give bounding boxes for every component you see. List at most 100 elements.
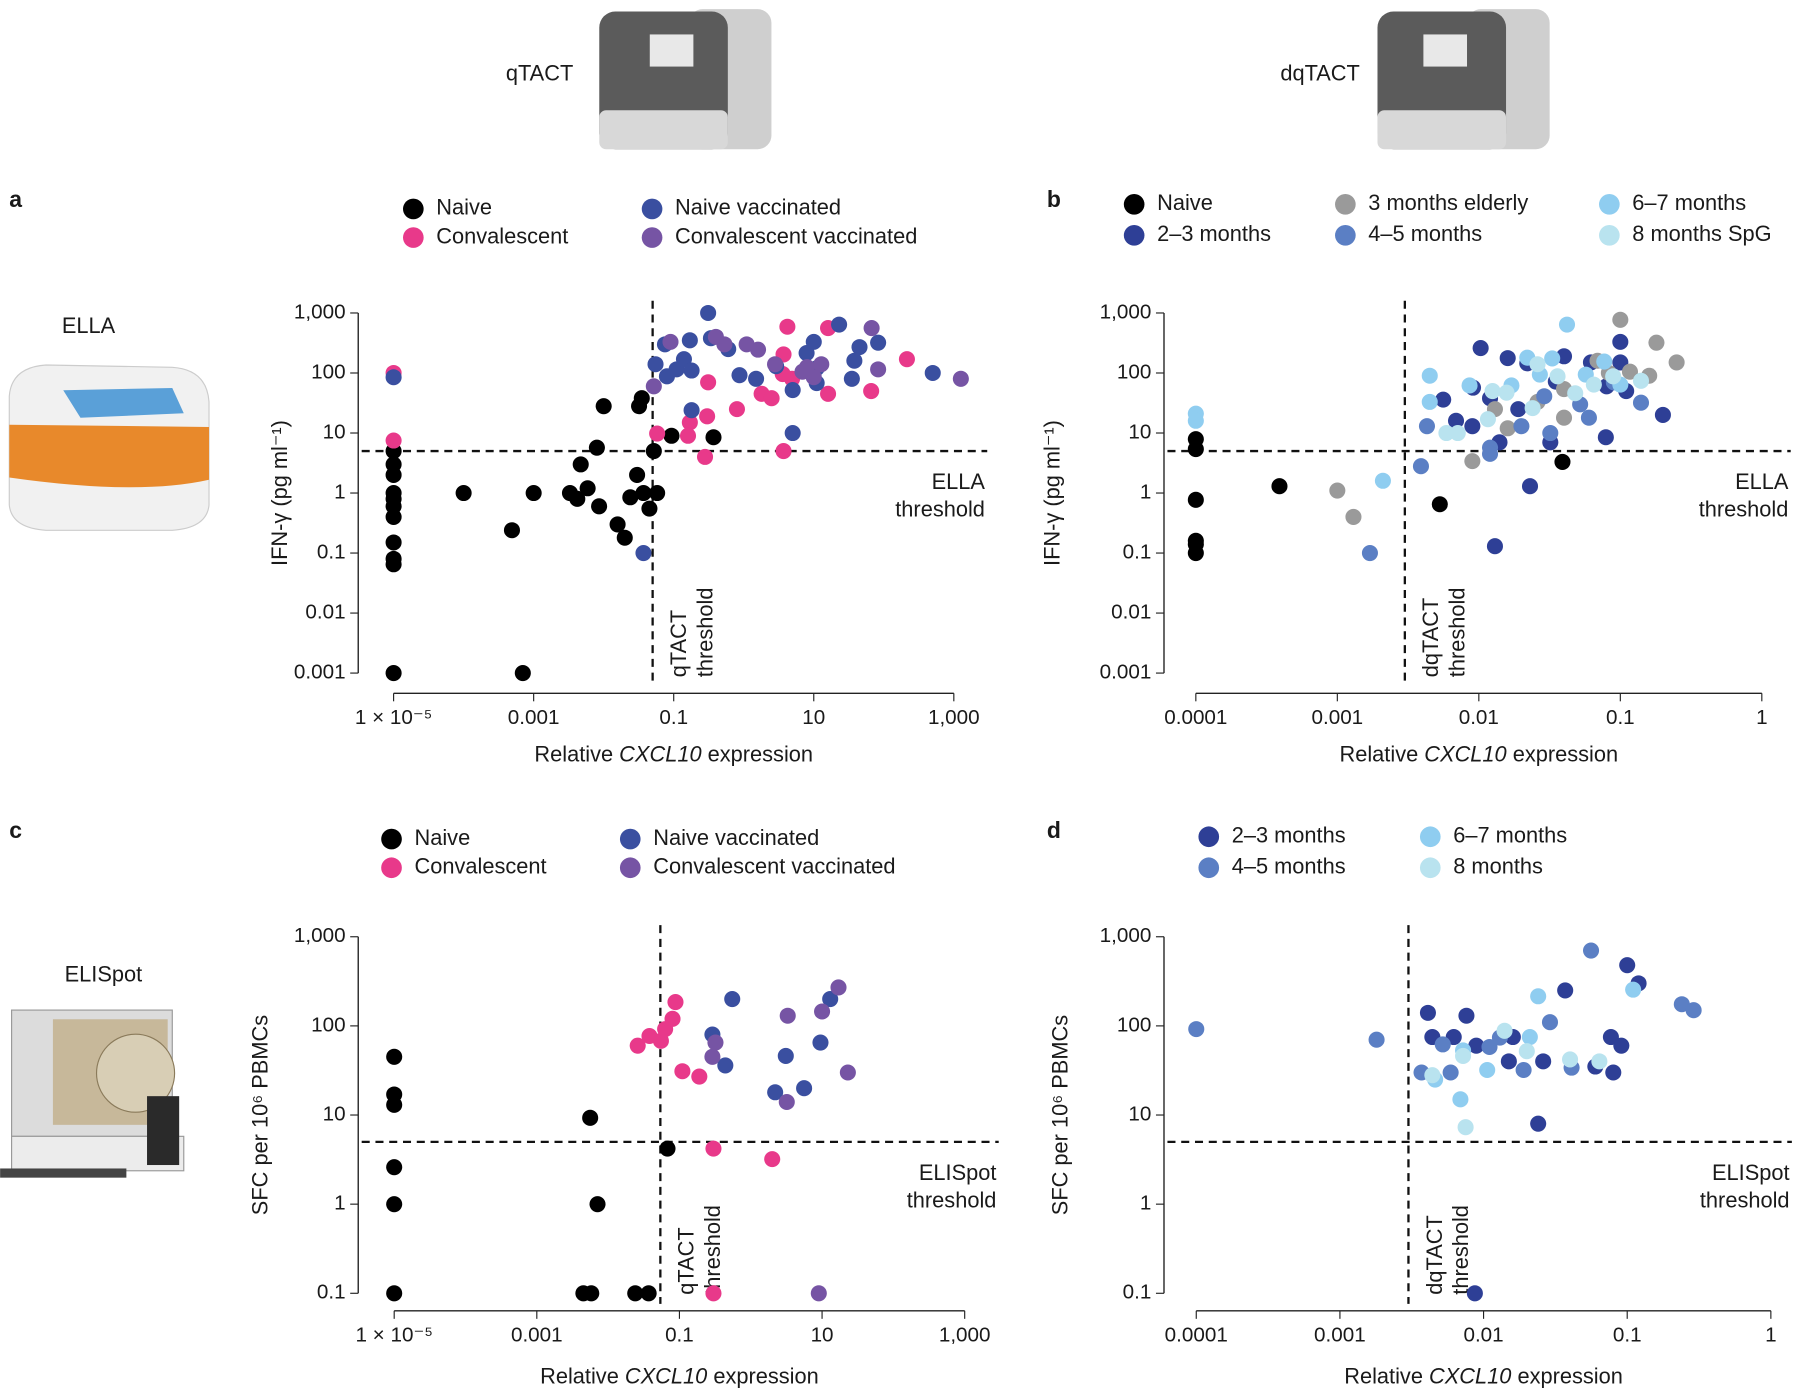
threshold-label: ELLA [932,469,986,494]
point [1412,458,1429,475]
threshold-label: ELISpot [1712,1160,1790,1185]
x-axis-label-part: CXCL10 [1429,1363,1511,1388]
point [1521,1028,1538,1046]
point [700,374,717,391]
point [1496,1022,1513,1039]
x-axis-label-part: expression [713,1363,818,1388]
y-tick-label: 1,000 [294,924,346,947]
point [1458,1007,1475,1024]
legend-marker [1198,826,1220,848]
x-tick-label: 0.01 [1459,706,1499,729]
point [579,480,596,497]
point [1510,401,1527,418]
x-axis-label-part: CXCL10 [619,741,701,766]
point [1524,400,1541,417]
point [1619,957,1636,974]
point [588,439,605,456]
y-tick-label: 1,000 [1100,924,1152,947]
point [647,356,664,373]
legend-label: Naive [1157,190,1213,215]
x-tick-label: 0.1 [1606,706,1635,729]
point [616,529,633,546]
point [1368,1031,1385,1048]
x-tick-label: 0.0001 [1164,706,1227,729]
point [635,545,652,562]
point [455,484,472,502]
x-tick-label: 0.01 [1463,1324,1503,1347]
point [386,1196,403,1213]
point [775,443,792,460]
point [582,1109,599,1126]
point [846,352,863,369]
point [386,1285,403,1302]
point [1555,409,1573,426]
legend-marker [1335,224,1356,246]
point [645,378,662,395]
point [1558,316,1576,333]
point [1434,1036,1451,1053]
threshold-label: ELISpot [919,1160,997,1185]
y-tick-label: 1,000 [294,300,346,323]
point [627,1285,644,1302]
y-tick-label: 10 [323,420,346,443]
point [1329,482,1346,499]
x-axis-label: Relative CXCL10 expression [534,741,813,766]
point [1449,424,1466,442]
point [831,316,848,333]
point [805,333,822,350]
threshold-label: threshold [1445,588,1470,678]
point [764,1151,781,1168]
point [645,443,662,460]
point [674,1063,691,1080]
point [699,408,716,425]
point [1421,367,1438,384]
point [700,304,717,322]
point [1583,942,1600,959]
x-axis-label-part: expression [1513,741,1618,766]
point [784,424,801,442]
point [863,383,880,400]
y-tick-label: 0.01 [305,601,345,624]
point [572,456,589,473]
point [1187,491,1204,508]
point [952,370,969,387]
legend-marker [641,227,663,248]
point [385,369,402,386]
point [1468,1037,1485,1054]
point [696,448,714,465]
point [386,1096,403,1113]
point [1596,353,1613,370]
legend-label: 6–7 months [1453,823,1567,848]
point [1188,1021,1205,1038]
y-tick-label: 1 [1140,1192,1151,1215]
x-tick-label: 0.1 [665,1324,694,1347]
point [1544,350,1561,367]
point [1464,418,1481,435]
point [1479,411,1496,428]
point [822,991,839,1008]
y-tick-label: 0.1 [317,540,346,563]
point [779,1007,796,1024]
legend-label: 4–5 months [1368,221,1482,246]
point [814,1003,831,1020]
point [1685,1002,1702,1019]
point [705,1140,722,1157]
point [1499,350,1516,367]
point [691,1068,708,1085]
y-tick-label: 0.1 [1123,1281,1152,1304]
point [870,361,887,378]
point [813,356,830,373]
point [898,351,915,368]
y-tick-label: 0.001 [294,661,346,684]
legend-label: Naive [436,195,492,220]
y-tick-label: 10 [1128,420,1151,443]
legend-marker [641,198,663,220]
point [1452,1091,1469,1108]
point [784,382,801,399]
threshold-label: qTACT [674,1227,699,1294]
point [1484,383,1501,400]
point [1424,1067,1441,1084]
point [1562,1051,1579,1068]
point [659,1140,676,1157]
